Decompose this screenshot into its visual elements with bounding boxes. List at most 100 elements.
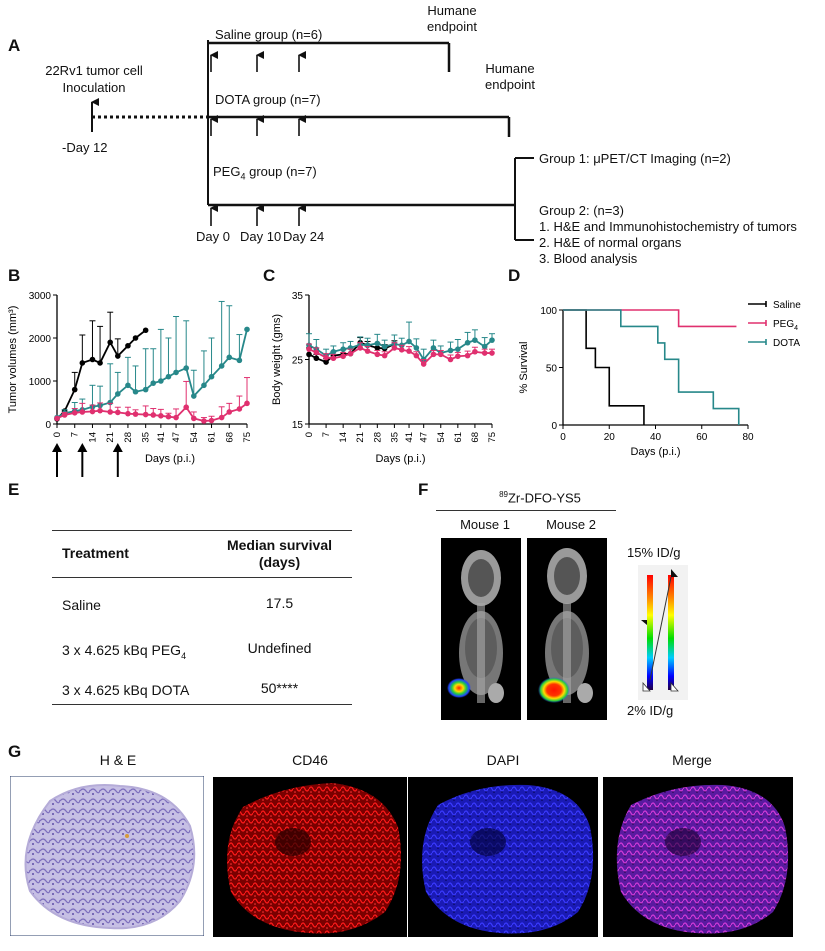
he-stain-image: [10, 776, 204, 936]
peg4-point: [183, 404, 189, 411]
legend-peg-sub: 4: [794, 325, 798, 332]
panel-b-label: B: [8, 266, 21, 285]
x-tick-label: 35: [389, 432, 400, 443]
saline-point: [125, 342, 131, 349]
peg4-point: [381, 352, 388, 359]
saline-point: [374, 345, 381, 351]
table-row-1-median: 17.5: [265, 595, 294, 611]
peg4-point: [142, 411, 149, 418]
x-tick-label: 75: [242, 432, 253, 443]
table-row-3-median: 50****: [260, 680, 299, 696]
peg4-point: [54, 415, 60, 422]
peg4-point: [107, 409, 113, 415]
y-tick-label: 0: [551, 421, 557, 432]
saline-point: [71, 386, 78, 393]
peg4-point: [472, 348, 478, 355]
peg4-point: [236, 406, 243, 412]
group2-block: Group 2: (n=3) 1. H&E and Immunohistoche…: [539, 203, 797, 267]
dota-point: [226, 354, 233, 361]
row2-treatment-prefix: 3 x 4.625 kBq PEG: [62, 642, 182, 658]
dota-point: [142, 386, 149, 393]
legend-peg4-label: PEG4: [773, 319, 798, 332]
group2-item3: 3. Blood analysis: [539, 251, 638, 266]
dota-point: [330, 348, 337, 355]
body-weight-chart: 15 25 35 0 7 14 21 28 35 41 47 54 61 68 75 Days (p.i.) B…: [271, 291, 498, 465]
legend-saline-label: Saline: [773, 300, 801, 311]
x-tick-label: 75: [487, 432, 498, 443]
x-tick-label: 20: [604, 432, 616, 443]
saline-group-label: Saline group (n=6): [215, 27, 323, 42]
x-tick-label: 60: [696, 432, 708, 443]
dapi-stain-image: [408, 777, 598, 937]
peg4-point: [447, 356, 454, 363]
panel-d-label: D: [508, 266, 521, 285]
saline-point: [97, 360, 103, 366]
cd46-stain-image: [213, 777, 407, 937]
peg4-line: [56, 402, 248, 422]
scale-max-label: 15% ID/g: [627, 545, 681, 560]
group1-label: Group 1: μPET/CT Imaging (n=2): [539, 151, 731, 166]
x-tick-label: 0: [560, 432, 566, 443]
dota-point: [201, 382, 207, 389]
treatment-arrow-head: [77, 443, 88, 452]
x-tick-label: 21: [355, 432, 366, 443]
group2-title: Group 2: (n=3): [539, 203, 624, 218]
peg4-point: [455, 353, 461, 360]
peg-group-suffix: group (n=7): [245, 164, 317, 179]
peg4-point: [201, 418, 207, 424]
x-tick-label: 14: [338, 432, 349, 443]
dapi-title: DAPI: [486, 752, 520, 768]
x-tick-label: 28: [372, 432, 383, 443]
dota-point: [183, 365, 189, 371]
panel-c-label: C: [263, 266, 276, 285]
x-axis-label: Days (p.i.): [145, 453, 195, 465]
peg4-point: [340, 353, 346, 360]
dota-point: [406, 338, 412, 345]
x-tick-label: 0: [52, 432, 63, 437]
x-tick-label: 0: [304, 432, 315, 437]
panel-a-timeline: [91, 40, 534, 241]
peg4-point: [208, 417, 215, 424]
peg4-point: [481, 350, 488, 356]
inoculation-line1: 22Rv1 tumor cell: [45, 63, 143, 78]
saline-point: [79, 360, 86, 366]
inoculation-label: 22Rv1 tumor cell Inoculation: [44, 62, 144, 96]
panel-a-label: A: [8, 36, 21, 55]
day10-label: Day 10: [240, 229, 282, 244]
he-title: H & E: [99, 752, 137, 768]
peg4-point: [437, 351, 444, 358]
y-tick-label: 35: [292, 291, 304, 302]
panel-g-label: G: [8, 742, 22, 761]
inoculation-line2: Inoculation: [62, 80, 126, 95]
peg4-point: [391, 345, 398, 351]
x-axis-label: Days (p.i.): [630, 446, 680, 458]
peg4-point: [158, 413, 164, 419]
row2-treatment-sub: 4: [181, 650, 187, 661]
day0-label: Day 0: [196, 229, 230, 244]
peg4-point: [489, 350, 495, 356]
table-bottom-rule: [52, 704, 352, 705]
saline-point: [115, 353, 121, 359]
peg4-point: [406, 348, 412, 354]
x-tick-label: 61: [453, 432, 464, 443]
dota-point: [191, 393, 197, 399]
dota-point: [158, 378, 164, 384]
saline-point: [323, 359, 329, 365]
median-header-line1: Median survival: [226, 537, 333, 553]
y-axis-label: Tumor volumes (mm³): [7, 306, 19, 414]
x-tick-label: 80: [742, 432, 754, 443]
dota-point: [165, 373, 172, 380]
x-axis-label: Days (p.i.): [375, 453, 425, 465]
mouse2-label: Mouse 2: [546, 517, 596, 532]
table-header-rule: [52, 577, 352, 578]
tumor-volume-chart: 0 1000 2000 3000 0 7 14 21 28 35 41 47 54 61 68 75 Days …: [7, 291, 253, 477]
saline-point: [89, 356, 96, 363]
peg4-point: [398, 347, 405, 353]
x-tick-label: 54: [436, 432, 447, 443]
peg4-point: [323, 354, 329, 361]
mouse1-label: Mouse 1: [460, 517, 510, 532]
dota-point: [489, 337, 495, 343]
dota-point: [244, 326, 250, 333]
table-col-median: Median survival (days): [212, 537, 347, 571]
saline-point: [142, 327, 149, 334]
